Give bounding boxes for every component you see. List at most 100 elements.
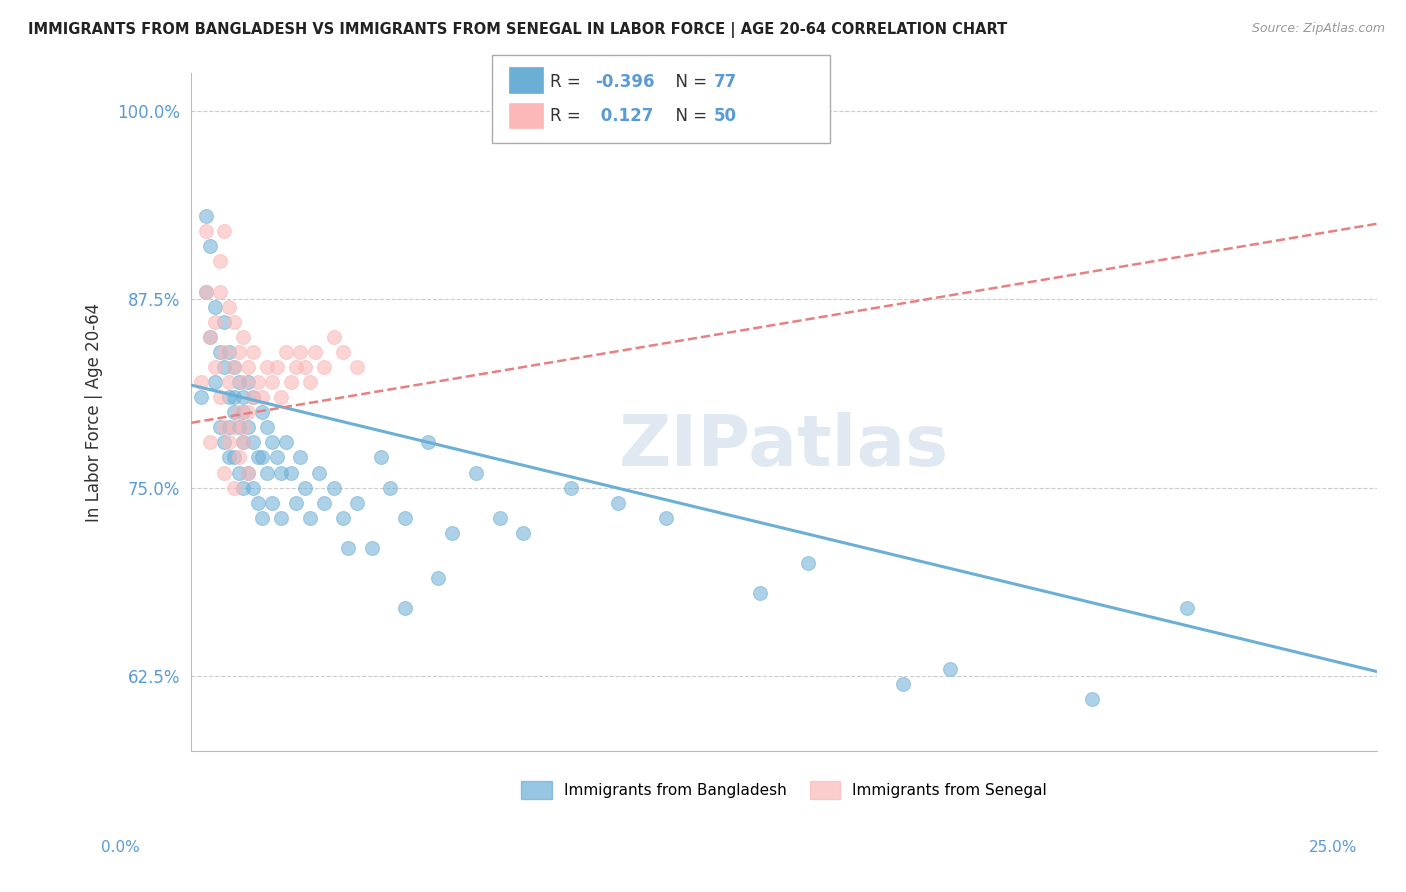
Point xyxy=(208,345,231,359)
Point xyxy=(204,300,226,314)
Point xyxy=(290,345,312,359)
Point xyxy=(228,466,250,480)
Point xyxy=(228,375,250,389)
Point xyxy=(228,450,250,465)
Point xyxy=(298,375,321,389)
Point xyxy=(222,405,245,419)
Point xyxy=(242,481,264,495)
Point xyxy=(222,390,245,404)
Point xyxy=(222,359,245,374)
Point xyxy=(214,224,236,238)
Point xyxy=(218,435,240,450)
Point xyxy=(464,466,486,480)
Point xyxy=(200,330,222,344)
Point xyxy=(488,510,510,524)
Point xyxy=(360,541,382,555)
Point xyxy=(208,390,231,404)
Point xyxy=(214,420,236,434)
Point xyxy=(266,359,288,374)
Point xyxy=(232,405,254,419)
Text: Source: ZipAtlas.com: Source: ZipAtlas.com xyxy=(1251,22,1385,36)
Text: 0.127: 0.127 xyxy=(595,107,654,125)
Point xyxy=(260,435,283,450)
Point xyxy=(314,496,336,510)
Point xyxy=(380,481,402,495)
Point xyxy=(322,481,344,495)
Point xyxy=(418,435,440,450)
Point xyxy=(1081,691,1104,706)
Text: 50: 50 xyxy=(714,107,737,125)
Point xyxy=(246,496,269,510)
Point xyxy=(218,300,240,314)
Point xyxy=(194,224,217,238)
Text: 0.0%: 0.0% xyxy=(101,840,141,855)
Text: N =: N = xyxy=(665,107,713,125)
Point xyxy=(218,345,240,359)
Point xyxy=(336,541,359,555)
Point xyxy=(242,390,264,404)
Point xyxy=(238,466,260,480)
Text: 77: 77 xyxy=(714,73,738,91)
Point xyxy=(280,466,302,480)
Point xyxy=(256,466,278,480)
Text: R =: R = xyxy=(550,107,586,125)
Point xyxy=(238,466,260,480)
Point xyxy=(891,676,914,690)
Point xyxy=(194,285,217,299)
Point xyxy=(749,586,772,600)
Text: -0.396: -0.396 xyxy=(595,73,654,91)
Point xyxy=(232,375,254,389)
Point xyxy=(218,420,240,434)
Point xyxy=(270,466,292,480)
Text: ZIPatlas: ZIPatlas xyxy=(619,411,949,481)
Point xyxy=(208,254,231,268)
Point xyxy=(252,450,274,465)
Point xyxy=(260,375,283,389)
Point xyxy=(222,359,245,374)
Point xyxy=(322,330,344,344)
Point xyxy=(797,556,820,570)
Point xyxy=(222,315,245,329)
Point xyxy=(218,375,240,389)
Point xyxy=(294,359,316,374)
Point xyxy=(214,435,236,450)
Point xyxy=(238,405,260,419)
Point xyxy=(246,450,269,465)
Point xyxy=(222,450,245,465)
Point xyxy=(346,496,368,510)
Point xyxy=(200,435,222,450)
Point xyxy=(246,375,269,389)
Point xyxy=(270,510,292,524)
Point xyxy=(242,345,264,359)
Point xyxy=(560,481,582,495)
Y-axis label: In Labor Force | Age 20-64: In Labor Force | Age 20-64 xyxy=(86,302,103,522)
Point xyxy=(204,375,226,389)
Point xyxy=(200,330,222,344)
Point xyxy=(284,496,307,510)
Point xyxy=(290,450,312,465)
Point xyxy=(204,359,226,374)
Point xyxy=(607,496,630,510)
Point xyxy=(222,481,245,495)
Point xyxy=(232,435,254,450)
Point xyxy=(208,420,231,434)
Point xyxy=(346,359,368,374)
Point xyxy=(228,420,250,434)
Point xyxy=(308,466,330,480)
Point xyxy=(298,510,321,524)
Point xyxy=(314,359,336,374)
Text: 25.0%: 25.0% xyxy=(1309,840,1357,855)
Point xyxy=(232,435,254,450)
Point xyxy=(238,359,260,374)
Point xyxy=(654,510,676,524)
Legend: Immigrants from Bangladesh, Immigrants from Senegal: Immigrants from Bangladesh, Immigrants f… xyxy=(515,775,1053,805)
Point xyxy=(194,285,217,299)
Point xyxy=(214,345,236,359)
Point xyxy=(190,375,212,389)
Point xyxy=(304,345,326,359)
Point xyxy=(228,345,250,359)
Point xyxy=(270,390,292,404)
Text: R =: R = xyxy=(550,73,586,91)
Point xyxy=(426,571,449,585)
Point xyxy=(394,510,416,524)
